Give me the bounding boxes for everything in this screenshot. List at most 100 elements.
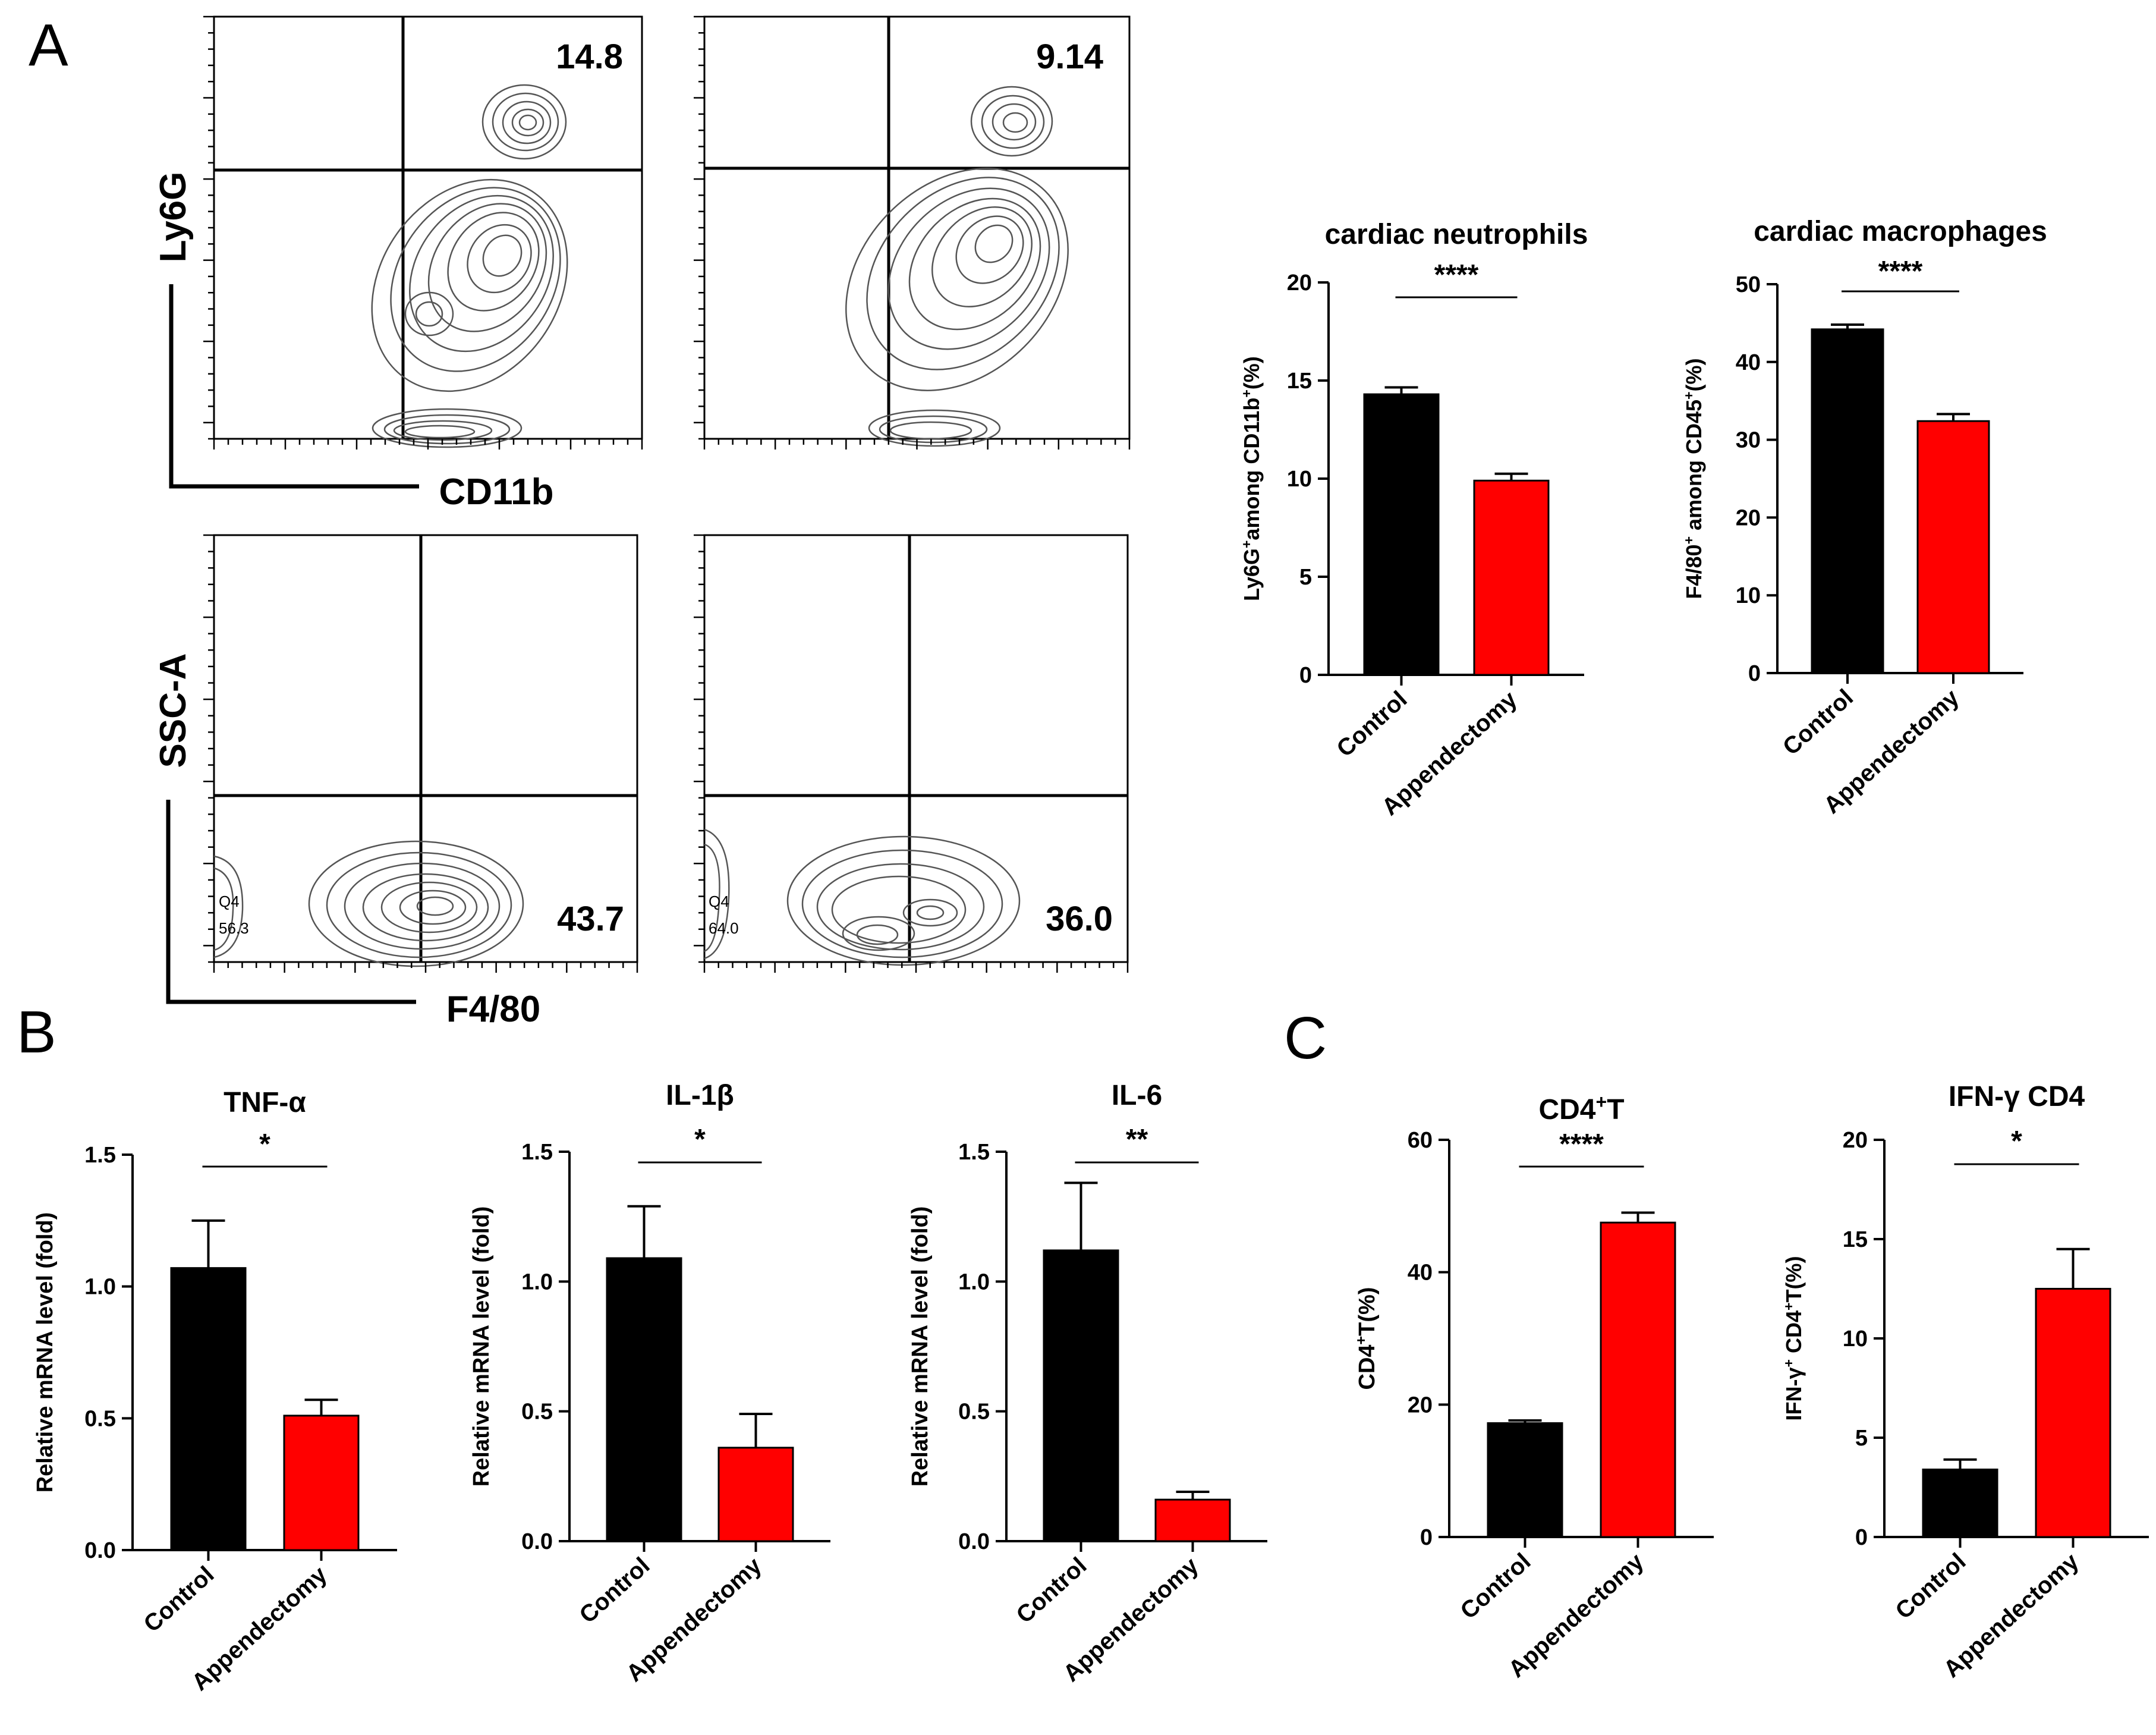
flow-plot-f480-appendectomy: Q4 64.0 36.0 (703, 534, 1129, 966)
chart-title: TNF-α (224, 1087, 306, 1118)
gate-value-ly6g-appendectomy: 9.14 (1036, 37, 1103, 76)
y-tick-label: 0.5 (521, 1400, 553, 1425)
chart-il-6: IL-6 0.0 0.5 1.0 1.5 Relative mRNA level (fol… (908, 1080, 1267, 1687)
bar-control (606, 1257, 682, 1542)
contour-cluster (213, 840, 524, 967)
y-tick-label: 0.0 (84, 1538, 116, 1563)
bar-appendectomy (1154, 1498, 1231, 1542)
gate-value-f480-appendectomy: 36.0 (1046, 900, 1113, 938)
y-tick-label: 15 (1843, 1227, 1868, 1252)
q4-value-appendectomy: 64.0 (709, 919, 739, 937)
flow-plot-f480-control: Q4 56.3 43.7 (213, 534, 638, 967)
x-tick-label: Control (139, 1561, 219, 1637)
x-tick-label: Control (574, 1552, 654, 1629)
y-tick-label: 10 (1736, 583, 1761, 608)
y-tick-label: 1.0 (521, 1269, 553, 1294)
y-tick-label: 15 (1287, 369, 1312, 394)
y-tick-label: 20 (1287, 271, 1312, 296)
q4-value-control: 56.3 (219, 919, 249, 937)
bar-appendectomy (717, 1447, 794, 1542)
q4-label-control: Q4 (219, 892, 240, 910)
y-tick-label: 0.5 (958, 1400, 990, 1425)
chart-cardiac-neutrophils: cardiac neutrophils 0 5 10 15 20 Ly6G+among CD… (1239, 219, 1588, 821)
contour-cluster (371, 84, 568, 448)
significance-label: **** (1559, 1129, 1604, 1160)
y-tick-label: 1.5 (958, 1140, 990, 1165)
bar-control (1043, 1249, 1119, 1542)
significance-label: **** (1434, 259, 1479, 291)
flow-plot-ly6g-appendectomy: 9.14 (703, 15, 1131, 447)
y-tick-label: 1.0 (958, 1269, 990, 1294)
y-tick-label: 40 (1408, 1261, 1433, 1285)
x-tick-label: Control (1890, 1548, 1971, 1624)
y-tick-label: 1.5 (521, 1140, 553, 1165)
bar-appendectomy (1600, 1221, 1676, 1538)
x-tick-label: Control (1778, 684, 1858, 760)
y-tick-label: 1.5 (84, 1143, 116, 1168)
chart-tnf-alpha: TNF-α 0.0 0.5 1.0 1.5 Relative mRNA level (fo… (33, 1087, 397, 1696)
y-tick-label: 0 (1855, 1525, 1868, 1550)
y-axis-label: CD4+T(%) (1353, 1287, 1380, 1390)
x-tick-label: Control (1011, 1552, 1091, 1629)
chart-title: cardiac macrophages (1754, 216, 2047, 247)
contour-cluster (704, 828, 1021, 966)
flow-ylabel-ssc: SSC-A (153, 653, 194, 768)
y-tick-label: 10 (1843, 1327, 1868, 1351)
y-tick-label: 0 (1748, 661, 1761, 686)
y-tick-label: 20 (1736, 505, 1761, 530)
flow-ticks (203, 15, 643, 450)
significance-label: ** (1126, 1124, 1148, 1155)
y-tick-label: 5 (1855, 1426, 1868, 1451)
q4-label-appendectomy: Q4 (709, 892, 729, 910)
flow-axis-corner (166, 800, 416, 1004)
gate-value-ly6g-control: 14.8 (556, 37, 623, 76)
flow-xlabel-f480: F4/80 (446, 989, 541, 1030)
flow-ticks (694, 534, 1129, 973)
chart-cardiac-macrophages: cardiac macrophages 0 10 20 30 40 50 F4/80+ amo… (1681, 216, 2047, 819)
chart-il-1beta: IL-1β 0.0 0.5 1.0 1.5 Relative mRNA level (fo… (469, 1080, 830, 1687)
y-axis-label: Ly6G+among CD11b+(%) (1239, 356, 1264, 601)
bar-control (1487, 1422, 1563, 1538)
y-axis-label: Relative mRNA level (fold) (469, 1206, 494, 1487)
y-tick-label: 0.0 (958, 1529, 990, 1554)
y-tick-label: 1.0 (84, 1275, 116, 1300)
contour-cluster (845, 86, 1069, 447)
significance-label: * (259, 1129, 270, 1160)
bar-control (1922, 1468, 1998, 1538)
bar-appendectomy (2035, 1288, 2111, 1538)
y-tick-label: 0 (1299, 663, 1312, 688)
y-tick-label: 20 (1843, 1128, 1868, 1153)
flow-ticks (694, 15, 1131, 450)
y-tick-label: 0.0 (521, 1529, 553, 1554)
bar-appendectomy (1916, 420, 1990, 674)
panel-label-a: A (29, 12, 68, 78)
chart-title: IFN-γ CD4 (1949, 1081, 2085, 1112)
y-tick-label: 40 (1736, 350, 1761, 375)
bar-control (170, 1267, 247, 1551)
flow-ticks (203, 534, 638, 973)
y-axis-label: Relative mRNA level (fold) (908, 1206, 933, 1487)
x-tick-label: Control (1455, 1548, 1535, 1624)
chart-title: CD4+T (1538, 1091, 1624, 1126)
y-tick-label: 30 (1736, 428, 1761, 453)
chart-cd4-t: CD4+T0204060CD4+T(%)ControlAppendectomy*… (1353, 1091, 1714, 1683)
bar-control (1811, 328, 1884, 674)
chart-title: cardiac neutrophils (1325, 219, 1588, 250)
y-axis-label: F4/80+ among CD45+(%) (1681, 359, 1706, 599)
chart-title: IL-6 (1112, 1080, 1162, 1111)
flow-plot-ly6g-control: 14.8 (213, 15, 643, 448)
gate-value-f480-control: 43.7 (557, 900, 624, 938)
flow-axis-corner (169, 284, 419, 489)
y-tick-label: 60 (1408, 1128, 1433, 1153)
y-tick-label: 0.5 (84, 1406, 116, 1431)
flow-xlabel-cd11b: CD11b (439, 472, 554, 513)
y-tick-label: 5 (1299, 565, 1312, 590)
y-tick-label: 0 (1420, 1525, 1433, 1550)
significance-label: * (2011, 1126, 2022, 1157)
x-tick-label: Control (1332, 686, 1412, 762)
bar-appendectomy (283, 1415, 360, 1551)
y-tick-label: 20 (1408, 1393, 1433, 1417)
panel-label-b: B (17, 999, 56, 1065)
